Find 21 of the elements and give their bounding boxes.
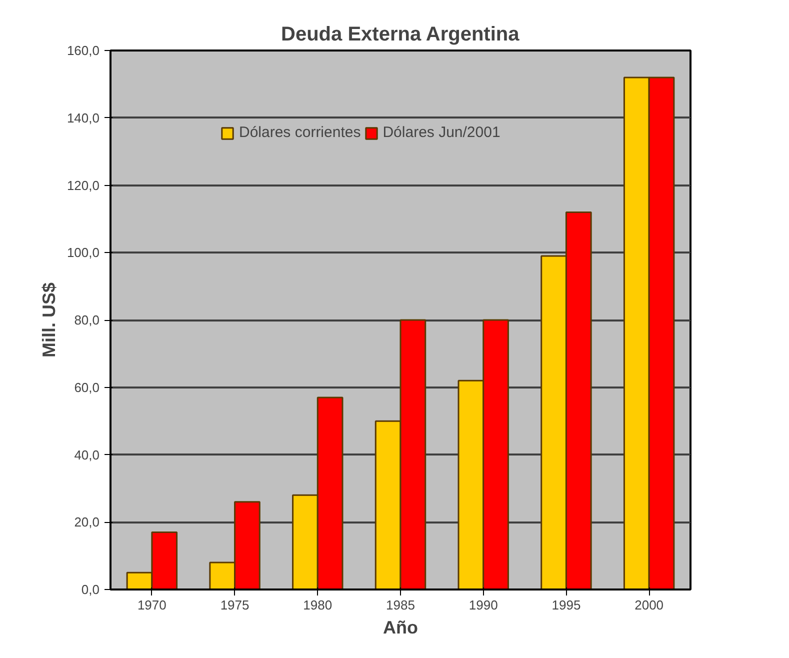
- y-tick-label: 120,0: [66, 178, 100, 193]
- y-tick-label: 20,0: [74, 514, 100, 530]
- legend-label: Dólares Jun/2001: [382, 124, 500, 141]
- y-tick-label: 160,0: [66, 43, 100, 58]
- chart-title: Deuda Externa Argentina: [281, 24, 520, 46]
- x-axis-title: Año: [383, 618, 418, 638]
- y-axis-title: Mill. US$: [38, 282, 59, 358]
- x-tick-label: 1990: [468, 598, 498, 612]
- y-tick-label: 100,0: [66, 245, 100, 260]
- y-tick-label: 0,0: [81, 582, 100, 597]
- y-tick-label: 140,0: [66, 110, 100, 126]
- x-tick-label: 2000: [634, 598, 664, 612]
- y-tick-label: 40,0: [74, 447, 100, 462]
- y-tick-label: 80,0: [74, 312, 100, 328]
- x-tick-label: 1985: [386, 598, 415, 612]
- x-tick-label: 1975: [220, 598, 250, 612]
- y-tick-label: 60,0: [74, 380, 100, 395]
- legend-label: Dólares corrientes: [239, 124, 361, 141]
- x-tick-label: 1980: [303, 598, 332, 612]
- x-tick-label: 1970: [137, 598, 166, 612]
- x-tick-label: 1995: [552, 598, 581, 612]
